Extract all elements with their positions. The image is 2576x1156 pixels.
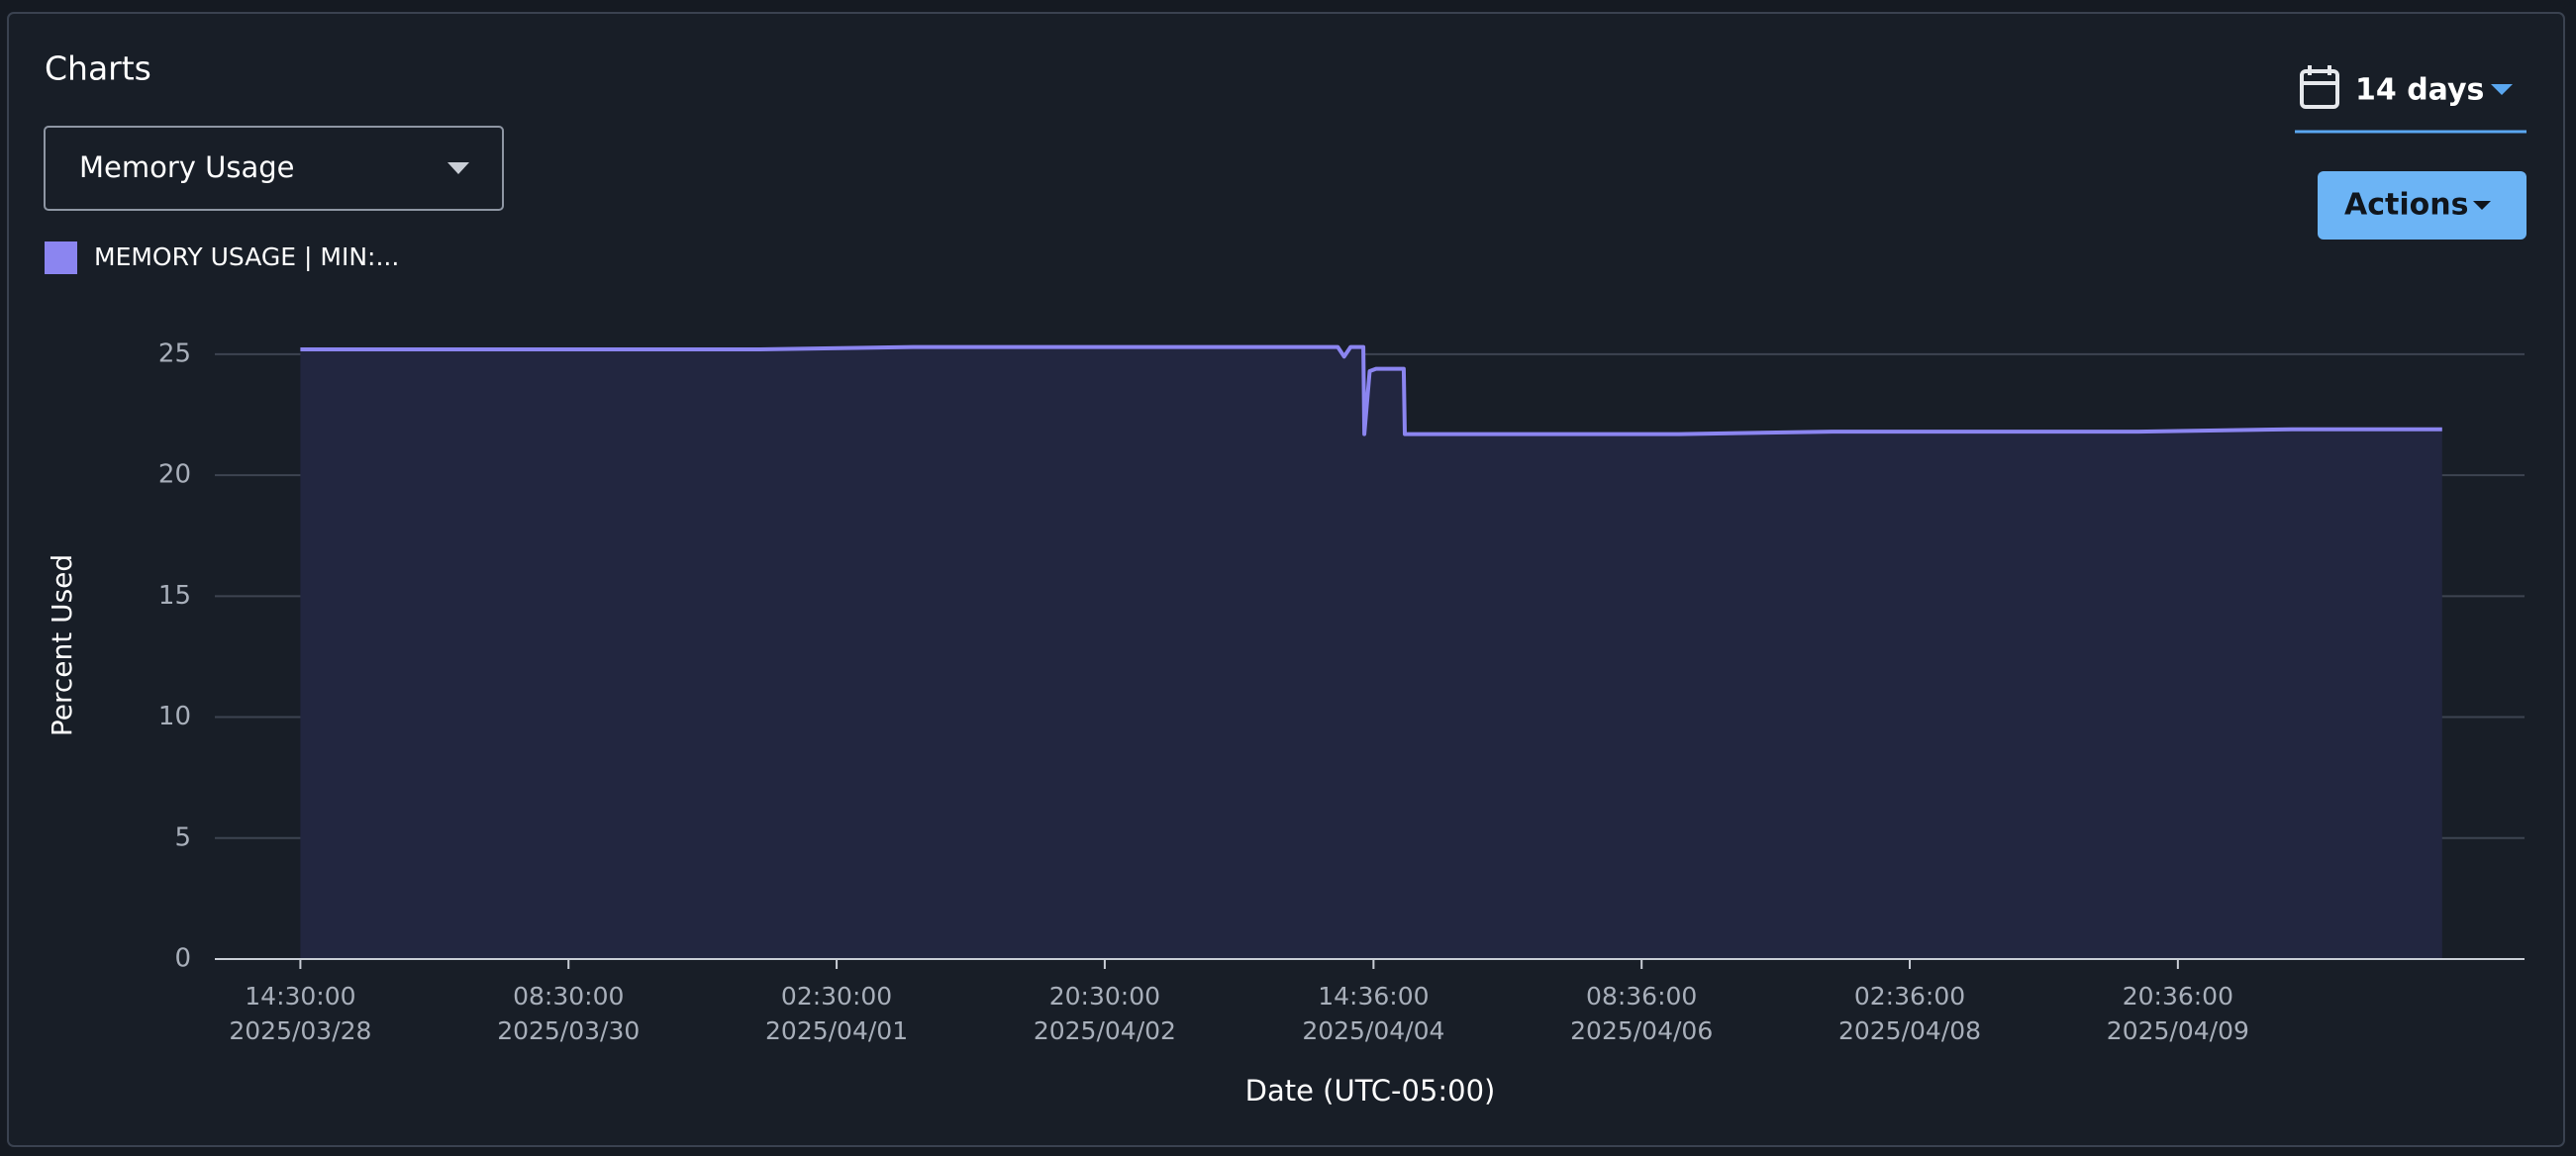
x-tick-label: 2025/03/28 [229,1016,371,1045]
x-tick-label: 08:30:00 [513,982,624,1011]
dropdown-arrow[interactable] [447,162,469,174]
metric-dropdown[interactable]: Memory Usage [44,126,504,211]
x-tick-label: 2025/04/04 [1302,1016,1444,1045]
x-tick-label: 2025/04/01 [765,1016,908,1045]
x-tick-label: 02:30:00 [781,982,892,1011]
x-tick-label: 14:30:00 [245,982,355,1011]
legend-label: MEMORY USAGE | MIN:... [94,242,399,271]
y-tick-label: 10 [158,702,191,731]
x-tick-label: 2025/04/02 [1034,1016,1176,1045]
x-tick-label: 2025/04/06 [1570,1016,1713,1045]
x-tick-label: 2025/03/30 [497,1016,640,1045]
calendar-icon[interactable] [2300,69,2339,109]
x-axis-title: Date (UTC-05:00) [1245,1074,1496,1108]
y-tick-label: 25 [158,338,191,368]
dropdown-value[interactable]: Memory Usage [79,150,295,184]
range-arrow[interactable] [2491,84,2513,95]
x-tick-label: 2025/04/09 [2107,1016,2249,1045]
actions-button[interactable]: Actions [2318,171,2526,240]
range-picker[interactable]: 14 days [2295,65,2526,134]
series-line [300,344,2442,436]
x-tick-label: 02:36:00 [1854,982,1965,1011]
range-value[interactable]: 14 days [2355,73,2484,108]
legend-swatch [45,241,77,274]
x-tick-label: 20:30:00 [1049,982,1160,1011]
actions-background[interactable] [2318,171,2526,240]
y-tick-label: 15 [158,581,191,611]
y-tick-label: 0 [174,944,191,974]
dropdown-box[interactable] [44,126,504,211]
x-tick-label: 2025/04/08 [1838,1016,1981,1045]
area [300,346,2442,960]
y-tick-label: 20 [158,460,191,490]
actions-arrow[interactable] [2473,201,2491,210]
x-tick-label: 14:36:00 [1318,982,1429,1011]
x-tick-label: 08:36:00 [1586,982,1697,1011]
x-tick-label: 20:36:00 [2123,982,2233,1011]
y-tick-label: 5 [174,822,191,852]
plot: 0 5 10 15 20 25 14:30:00 2025/03/28 08:30:00 2025… [158,338,2525,1045]
panel-title: Charts [45,49,151,88]
actions-label[interactable]: Actions [2344,188,2468,223]
y-axis-title: Percent Used [46,554,78,736]
